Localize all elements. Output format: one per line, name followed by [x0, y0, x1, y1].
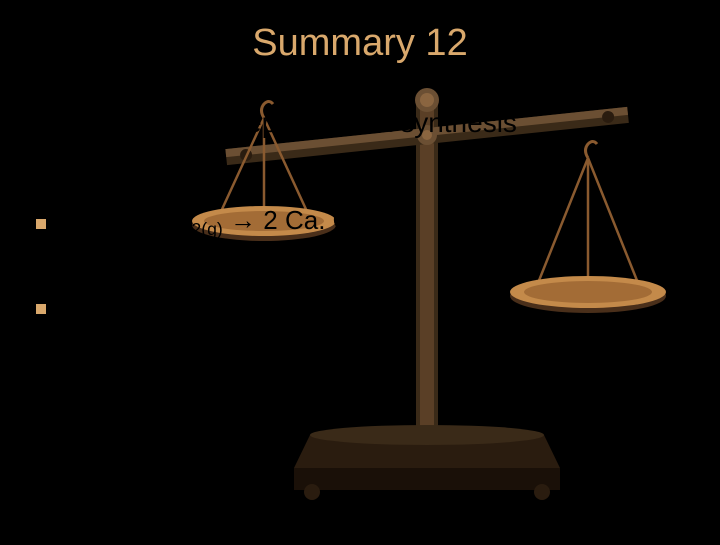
equation-1: 2 Ca(s) + O2(g) → 2 Ca. O(s)	[66, 205, 373, 240]
option-1: 2 Ca(s) + O2(g) → 2 Ca. O(s)	[36, 205, 684, 240]
option-2: 2 KCl. O3(s) → 2 KCl(s) + O2(g)	[36, 290, 684, 325]
slide-title: Summary 12	[0, 0, 720, 65]
bullet-icon	[36, 219, 46, 229]
equation-2: 2 KCl. O3(s) → 2 KCl(s) + O2(g)	[66, 290, 401, 325]
options-list: 2 Ca(s) + O2(g) → 2 Ca. O(s) 2 KCl. O3(s…	[0, 175, 720, 325]
bullet-icon	[36, 304, 46, 314]
question-text: Which equation represents a synthesis re…	[0, 65, 720, 175]
slide-content: Summary 12 Which equation represents a s…	[0, 0, 720, 540]
question-line2: reaction?	[59, 142, 174, 173]
question-line1: Which equation represents a synthesis	[36, 107, 517, 138]
